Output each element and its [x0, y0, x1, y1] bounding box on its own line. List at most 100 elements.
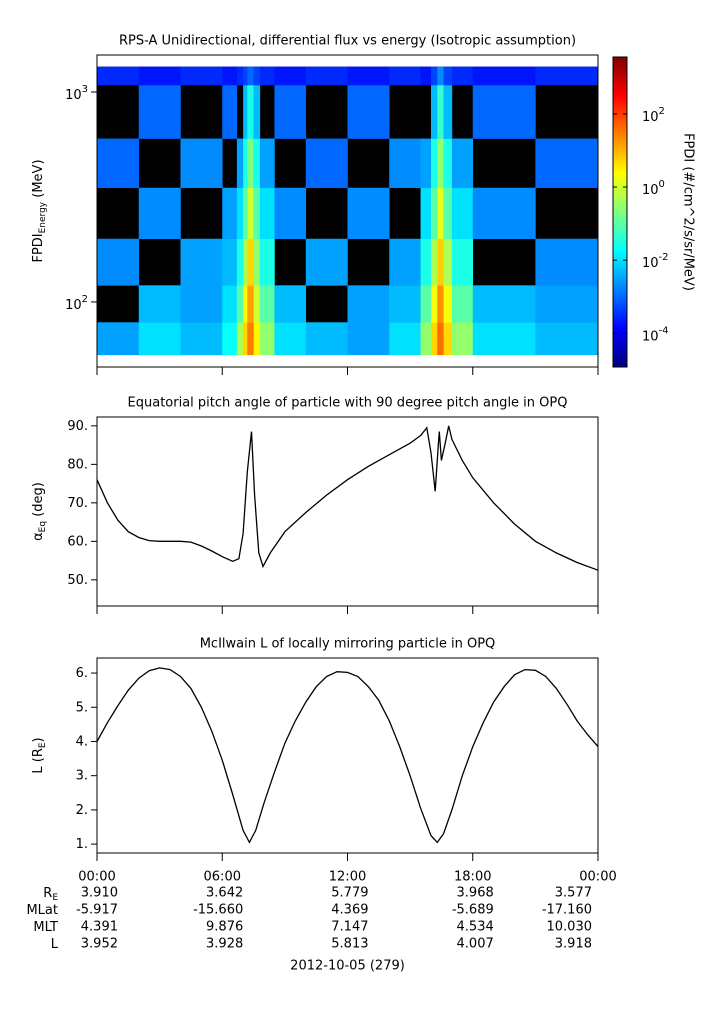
table-value: 10.030	[547, 920, 593, 935]
heatmap-cell	[420, 138, 432, 189]
heatmap-cell	[305, 322, 348, 356]
heatmap-cell	[253, 285, 261, 323]
tick-text: 6.	[76, 666, 88, 681]
y-tick-label: 50.	[67, 572, 88, 587]
heatmap-cell	[247, 138, 254, 189]
x-tick-label: 00:00	[78, 870, 115, 885]
y-label-text: FPDI	[31, 233, 46, 262]
row-label-text: MLat	[26, 903, 58, 918]
heatmap-cell	[535, 66, 599, 86]
panel-title: McIlwain L of locally mirroring particle…	[200, 637, 496, 652]
table-value: 3.918	[555, 937, 592, 952]
tick-exponent: 0	[659, 179, 665, 190]
colorbar-tick-label: 10-2	[642, 252, 669, 271]
row-label: RE	[43, 886, 58, 903]
heatmap-cell	[138, 187, 181, 240]
heatmap-cell	[243, 66, 248, 86]
tick-text: 5.	[76, 700, 88, 715]
tick-exponent: 3	[82, 84, 88, 95]
heatmap-cell	[389, 66, 421, 86]
table-value: -5.689	[452, 903, 494, 918]
heatmap-cell	[97, 322, 140, 356]
heatmap-cell	[443, 322, 453, 356]
table-value: 7.147	[331, 920, 368, 935]
heatmap-cell	[243, 285, 248, 323]
heatmap-cell	[247, 66, 254, 86]
heatmap-cell	[451, 138, 474, 189]
heatmap-cell	[222, 66, 238, 86]
heatmap-cell	[437, 238, 444, 286]
y-axis-label: αEq (deg)	[31, 482, 48, 541]
colorbar	[612, 56, 628, 368]
tick-base: 10	[642, 109, 659, 124]
heatmap-cell	[389, 322, 421, 356]
y-tick-label: 3.	[76, 768, 88, 783]
heatmap-cell	[138, 285, 181, 323]
table-value: 4.007	[457, 937, 494, 952]
heatmap-cell	[305, 238, 348, 286]
plot-frame	[96, 416, 599, 607]
y-tick-label: 4.	[76, 734, 88, 749]
y-tick-label: 5.	[76, 700, 88, 715]
heatmap-cell	[389, 285, 421, 323]
y-axis-label: FPDIEnergy (MeV)	[31, 159, 48, 262]
y-label-text: (MeV)	[31, 159, 46, 201]
tick-base: 10	[65, 87, 82, 102]
heatmap-cell	[138, 66, 181, 86]
tick-text: 2.	[76, 802, 88, 817]
table-value: 3.642	[206, 886, 243, 901]
heatmap-cell	[443, 84, 453, 139]
heatmap-cell	[443, 66, 453, 86]
tick-text: 80.	[67, 457, 88, 472]
panel: Equatorial pitch angle of particle with …	[31, 396, 599, 614]
colorbar-tick-label: 100	[642, 179, 665, 198]
x-tick-label: 06:00	[204, 870, 241, 885]
heatmap-cell	[253, 84, 261, 139]
x-tick-label: 18:00	[454, 870, 491, 885]
heatmap-cell	[97, 138, 140, 189]
heatmap-cell	[535, 238, 599, 286]
heatmap-cell	[274, 84, 307, 139]
heatmap-cell	[180, 285, 223, 323]
table-value: 4.369	[331, 903, 368, 918]
date-label: 2012-10-05 (279)	[290, 959, 405, 974]
heatmap-cell	[443, 138, 453, 189]
heatmap-cell	[431, 138, 438, 189]
heatmap-cell	[420, 322, 432, 356]
heatmap-cell	[274, 322, 307, 356]
table-value: 3.928	[206, 937, 243, 952]
tick-text: 70.	[67, 495, 88, 510]
heatmap-cell	[274, 66, 307, 86]
heatmap-cell	[431, 322, 438, 356]
x-tick-label: 12:00	[329, 870, 366, 885]
row-label: MLat	[26, 903, 58, 918]
heatmap-cell	[437, 138, 444, 189]
tick-exponent: -4	[659, 325, 669, 336]
table-value: 3.910	[81, 886, 118, 901]
y-label-sub: Eq	[38, 521, 48, 532]
heatmap-cell	[472, 322, 536, 356]
tick-exponent: 2	[659, 106, 665, 117]
heatmap-cell	[274, 187, 307, 240]
heatmap-cell	[431, 187, 438, 240]
heatmap-cell	[451, 285, 474, 323]
heatmap-cell	[138, 84, 181, 139]
heatmap-cell	[222, 322, 238, 356]
heatmap-cell	[535, 322, 599, 356]
heatmap-cell	[472, 285, 536, 323]
heatmap-cell	[222, 285, 238, 323]
panel: RPS-A Unidirectional, differential flux …	[31, 34, 696, 375]
x-tick-label: 00:00	[579, 870, 616, 885]
heatmap-cell	[253, 66, 261, 86]
y-tick-label: 70.	[67, 495, 88, 510]
heatmap-cell	[247, 187, 254, 240]
y-tick-label: 103	[65, 84, 88, 103]
table-value: 5.813	[331, 937, 368, 952]
heatmap-cell	[243, 238, 248, 286]
heatmap-cell	[347, 187, 390, 240]
data-line	[96, 425, 599, 571]
table-value: 3.952	[81, 937, 118, 952]
y-tick-label: 102	[65, 294, 88, 313]
tick-text: 60.	[67, 534, 88, 549]
heatmap-cell	[389, 138, 421, 189]
